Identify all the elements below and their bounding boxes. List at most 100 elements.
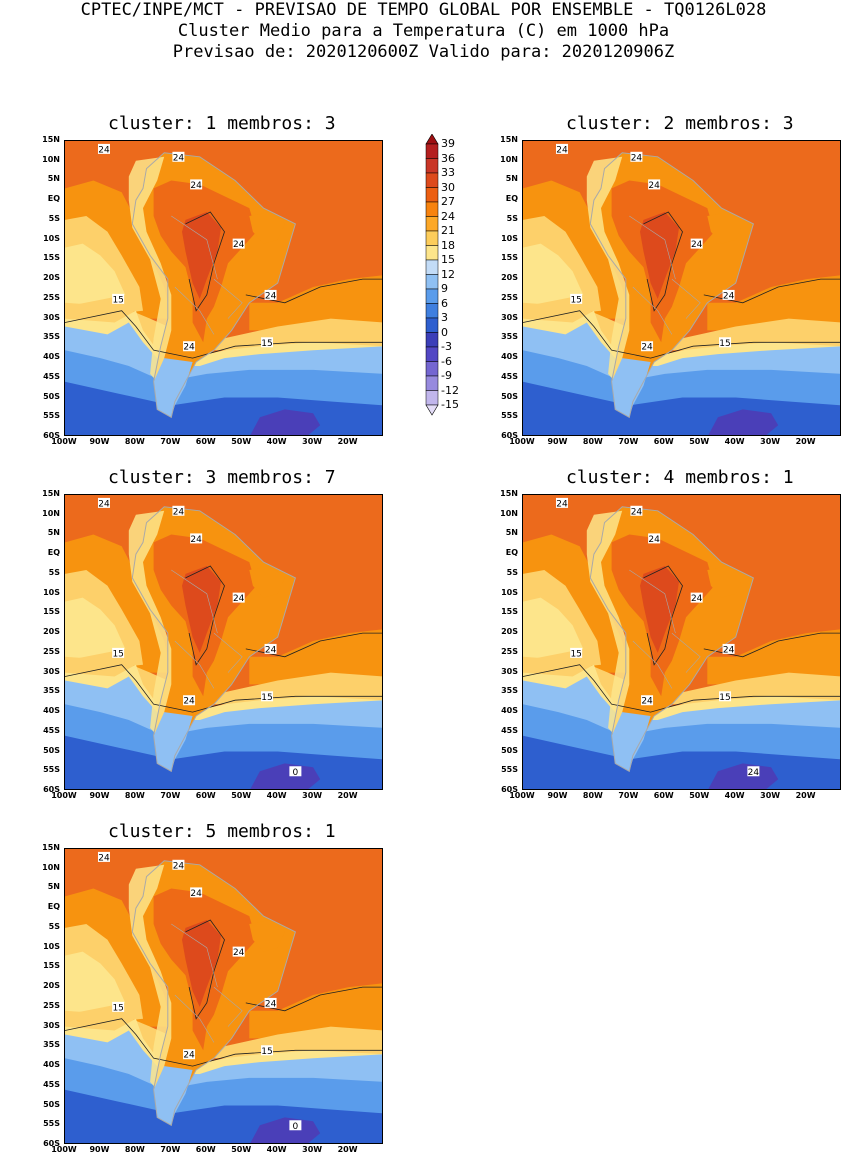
lat-tick-label: 60S <box>43 1139 60 1148</box>
colorbar-level-label: 9 <box>441 282 448 295</box>
lat-tick-label: 30S <box>43 666 60 676</box>
lat-tick-label: 55S <box>501 411 518 421</box>
colorbar-level-label: -6 <box>441 354 452 368</box>
svg-text:24: 24 <box>190 889 202 899</box>
colorbar: 39 36 33 30 27 24 21 18 15 12 9 6 3 0 -3 -6 -9 -12 -15 <box>425 134 485 444</box>
colorbar-level-label: 30 <box>441 180 455 194</box>
lat-tick-label: 10S <box>43 233 60 243</box>
svg-text:24: 24 <box>556 499 568 509</box>
svg-text:15: 15 <box>719 339 730 349</box>
svg-text:24: 24 <box>183 1051 195 1061</box>
lat-tick-label: 55S <box>43 765 60 775</box>
lon-tick-label: 70W <box>160 437 181 446</box>
lon-tick-label: 70W <box>160 791 181 800</box>
svg-text:24: 24 <box>265 999 277 1009</box>
header-line-1: CPTEC/INPE/MCT - PREVISAO DE TEMPO GLOBA… <box>80 0 767 20</box>
lon-tick-label: 20W <box>795 791 816 800</box>
contour-label: 24 <box>172 151 185 163</box>
lat-tick-label: 25S <box>43 646 60 656</box>
lon-tick-label: 100W <box>51 791 77 800</box>
contour-label: 24 <box>183 695 196 707</box>
lat-tick-label: 10S <box>43 941 60 951</box>
lat-tick-label: 60S <box>43 785 60 794</box>
svg-text:15: 15 <box>570 295 581 305</box>
lon-tick-label: 70W <box>618 791 639 800</box>
contour-label: 24 <box>183 1049 196 1061</box>
lat-tick-label: 35S <box>501 686 518 696</box>
map-panel-5: 24 24 24 24 24 24 15 15 0 <box>64 848 383 1144</box>
contour-label: 24 <box>722 643 735 655</box>
lat-tick-label: 20S <box>43 981 60 991</box>
lon-tick-label: 40W <box>724 791 745 800</box>
lon-tick-label: 60W <box>653 437 674 446</box>
lon-tick-label: 20W <box>337 1145 358 1154</box>
lon-tick-label: 60W <box>653 791 674 800</box>
lat-tick-label: 5S <box>506 567 518 577</box>
contour-label: 24 <box>641 341 654 353</box>
lat-tick-label: EQ <box>47 548 60 558</box>
colorbar-level-label: -15 <box>441 398 459 411</box>
contour-label: 24 <box>232 946 245 958</box>
colorbar-level-label: 33 <box>441 166 455 179</box>
contour-label: 15 <box>112 293 125 305</box>
lat-tick-label: 5N <box>47 882 60 892</box>
lat-tick-label: 35S <box>43 686 60 696</box>
colorbar-level-label: 3 <box>441 311 448 324</box>
lon-tick-label: 40W <box>266 791 287 800</box>
lat-tick-label: 5S <box>48 567 60 577</box>
svg-text:24: 24 <box>631 153 643 163</box>
svg-text:0: 0 <box>293 1122 299 1132</box>
lon-tick-label: 30W <box>302 437 323 446</box>
contour-label: 24 <box>190 179 203 191</box>
lat-tick-label: 5N <box>505 174 518 184</box>
lat-tick-label: 45S <box>43 371 60 381</box>
lat-tick-label: 60S <box>501 431 518 440</box>
lon-tick-label: 90W <box>89 437 110 446</box>
map-panel-4: 24 24 24 24 24 24 15 15 24 <box>522 494 841 790</box>
colorbar-level-label: 12 <box>441 267 455 281</box>
contour-label: 15 <box>570 293 583 305</box>
lat-tick-label: 5S <box>48 921 60 931</box>
lon-tick-label: 40W <box>724 437 745 446</box>
lat-tick-label: 15S <box>43 607 60 617</box>
contour-label: 24 <box>190 887 203 899</box>
svg-text:24: 24 <box>173 507 185 517</box>
lat-tick-label: 15S <box>43 961 60 971</box>
lon-tick-label: 40W <box>266 1145 287 1154</box>
lat-tick-label: 50S <box>501 745 518 755</box>
colorbar-level-label: -12 <box>441 383 459 397</box>
contour-label: 24 <box>555 143 568 155</box>
lat-tick-label: 35S <box>501 332 518 342</box>
svg-text:24: 24 <box>98 145 110 155</box>
contour-label: 24 <box>648 179 661 191</box>
lon-tick-label: 60W <box>195 791 216 800</box>
colorbar-level-label: -3 <box>441 340 452 353</box>
lon-tick-label: 50W <box>231 791 252 800</box>
lat-tick-label: 45S <box>501 371 518 381</box>
svg-text:15: 15 <box>112 295 123 305</box>
lat-tick-label: EQ <box>47 194 60 204</box>
lat-tick-label: 50S <box>43 745 60 755</box>
contour-label: 24 <box>97 497 110 509</box>
contour-label: 24 <box>264 997 277 1009</box>
contour-label: 24 <box>747 766 760 778</box>
lon-tick-label: 80W <box>582 791 603 800</box>
colorbar-level-label: 21 <box>441 224 455 237</box>
colorbar-level-label: 24 <box>441 209 455 223</box>
lon-tick-label: 50W <box>231 437 252 446</box>
lon-tick-label: 30W <box>760 437 781 446</box>
svg-text:24: 24 <box>723 645 735 655</box>
lat-tick-label: 15N <box>42 489 60 498</box>
lat-tick-label: 20S <box>43 273 60 283</box>
contour-label: 15 <box>570 647 583 659</box>
lon-tick-label: 20W <box>795 437 816 446</box>
lat-tick-label: 15S <box>501 253 518 263</box>
svg-text:24: 24 <box>556 145 568 155</box>
lat-tick-label: 40S <box>501 706 518 716</box>
lat-tick-label: 40S <box>43 1060 60 1070</box>
contour-label: 24 <box>232 238 245 250</box>
lat-tick-label: 25S <box>501 646 518 656</box>
lon-tick-label: 50W <box>689 437 710 446</box>
svg-text:24: 24 <box>691 594 703 604</box>
colorbar-level-label: 39 <box>441 137 455 150</box>
